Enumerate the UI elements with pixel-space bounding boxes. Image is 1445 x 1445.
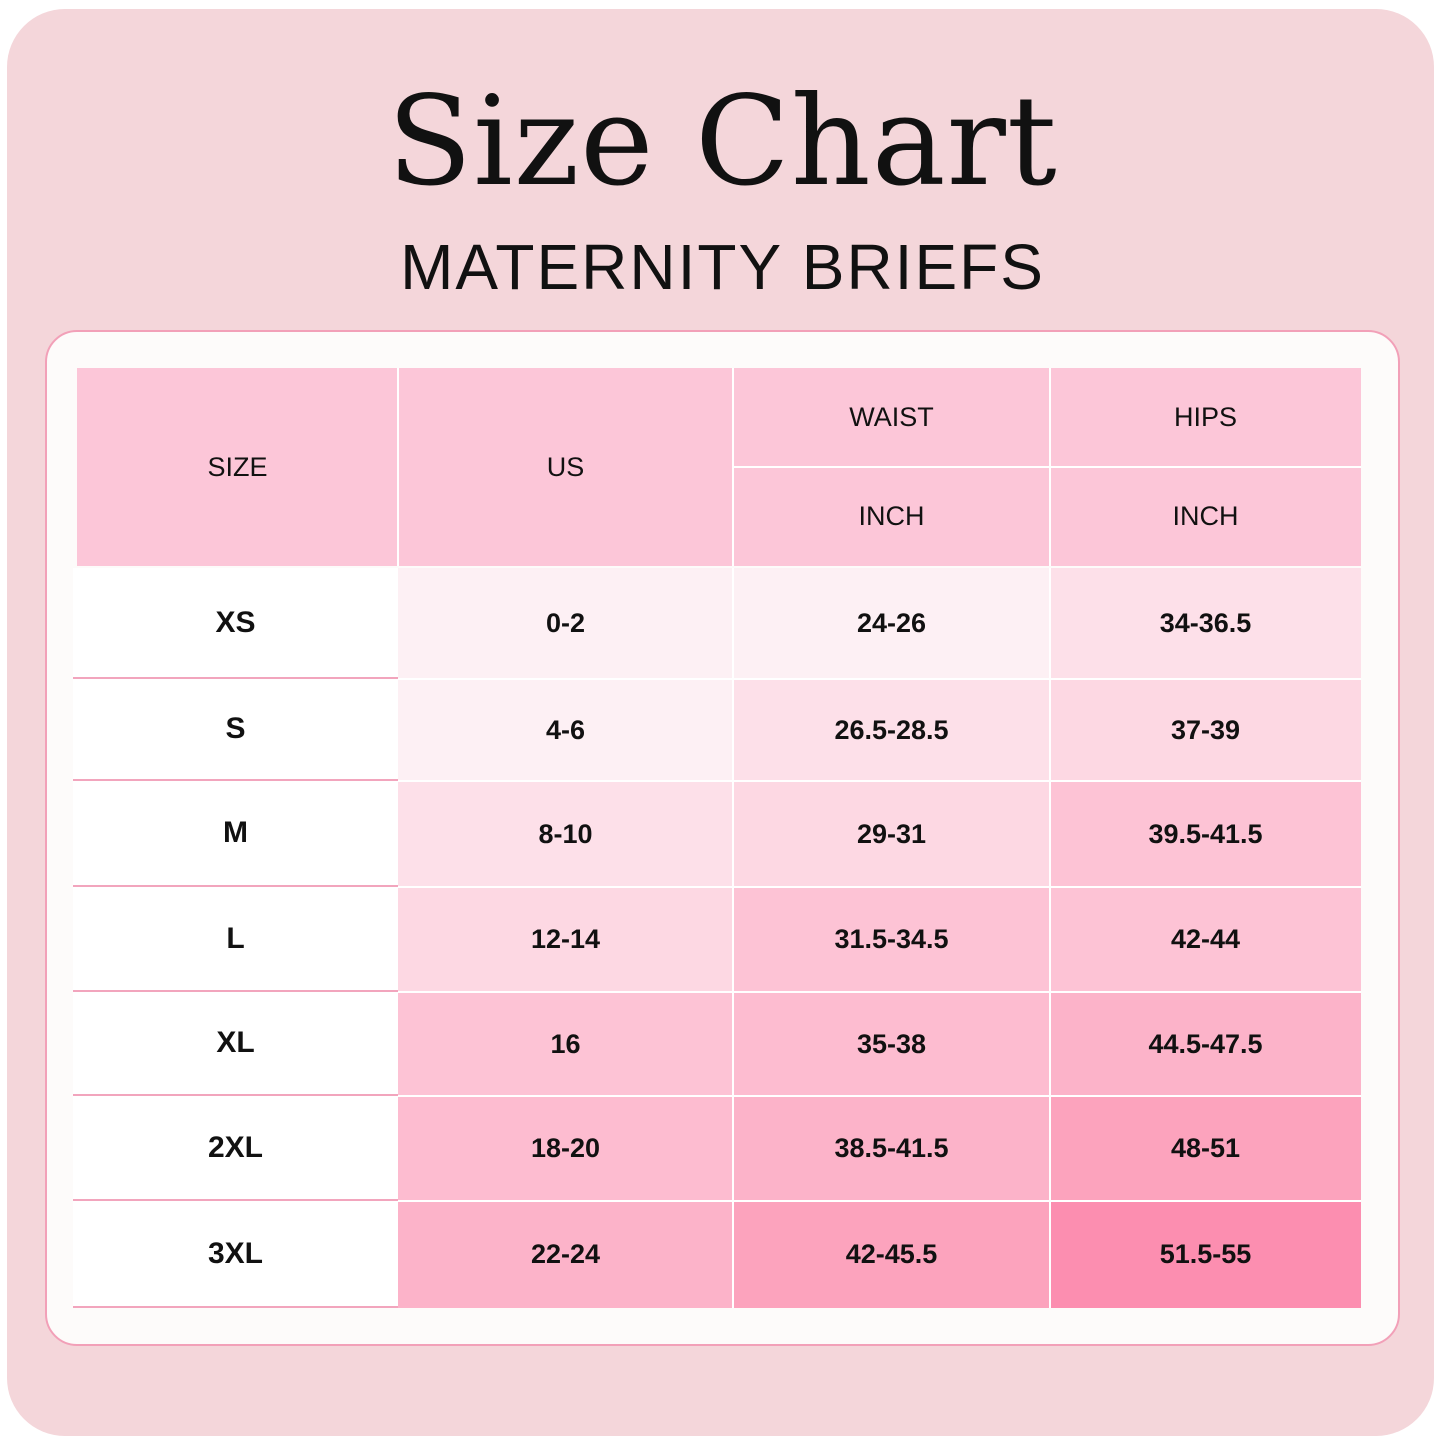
waist-cell: 35-38 <box>733 992 1050 1096</box>
hips-cell: 44.5-47.5 <box>1050 992 1361 1096</box>
row-divider <box>398 678 1361 680</box>
waist-cell: 38.5-41.5 <box>733 1096 1050 1201</box>
column-divider <box>732 568 734 1308</box>
size-cell: M <box>73 781 398 887</box>
row-divider <box>398 1200 1361 1202</box>
header-waist: WAIST <box>733 368 1050 467</box>
us-cell: 16 <box>398 992 733 1096</box>
size-cell: S <box>73 679 398 781</box>
waist-cell: 29-31 <box>733 781 1050 887</box>
header-divider <box>733 466 1361 468</box>
size-cell: XS <box>73 568 398 679</box>
header-hips-unit: INCH <box>1050 467 1361 566</box>
row-divider <box>398 991 1361 993</box>
header-size: SIZE <box>77 368 398 566</box>
page-title: Size Chart <box>387 70 1058 214</box>
us-cell: 8-10 <box>398 781 733 887</box>
hips-cell: 39.5-41.5 <box>1050 781 1361 887</box>
waist-cell: 42-45.5 <box>733 1201 1050 1308</box>
hips-cell: 51.5-55 <box>1050 1201 1361 1308</box>
header-waist-unit: INCH <box>733 467 1050 566</box>
row-divider <box>398 1095 1361 1097</box>
hips-cell: 48-51 <box>1050 1096 1361 1201</box>
size-cell: 2XL <box>73 1096 398 1201</box>
page-subtitle: MATERNITY BRIEFS <box>400 231 1045 303</box>
hips-cell: 42-44 <box>1050 887 1361 992</box>
us-cell: 18-20 <box>398 1096 733 1201</box>
row-divider <box>398 780 1361 782</box>
hips-cell: 37-39 <box>1050 679 1361 781</box>
waist-cell: 24-26 <box>733 568 1050 679</box>
header-hips: HIPS <box>1050 368 1361 467</box>
hips-cell: 34-36.5 <box>1050 568 1361 679</box>
us-cell: 4-6 <box>398 679 733 781</box>
column-divider <box>1049 568 1051 1308</box>
size-cell: 3XL <box>73 1201 398 1308</box>
us-cell: 0-2 <box>398 568 733 679</box>
waist-cell: 26.5-28.5 <box>733 679 1050 781</box>
header-divider <box>397 368 399 566</box>
header-us: US <box>398 368 733 566</box>
size-cell: L <box>73 887 398 992</box>
waist-cell: 31.5-34.5 <box>733 887 1050 992</box>
size-cell: XL <box>73 992 398 1096</box>
us-cell: 12-14 <box>398 887 733 992</box>
us-cell: 22-24 <box>398 1201 733 1308</box>
row-divider <box>398 886 1361 888</box>
